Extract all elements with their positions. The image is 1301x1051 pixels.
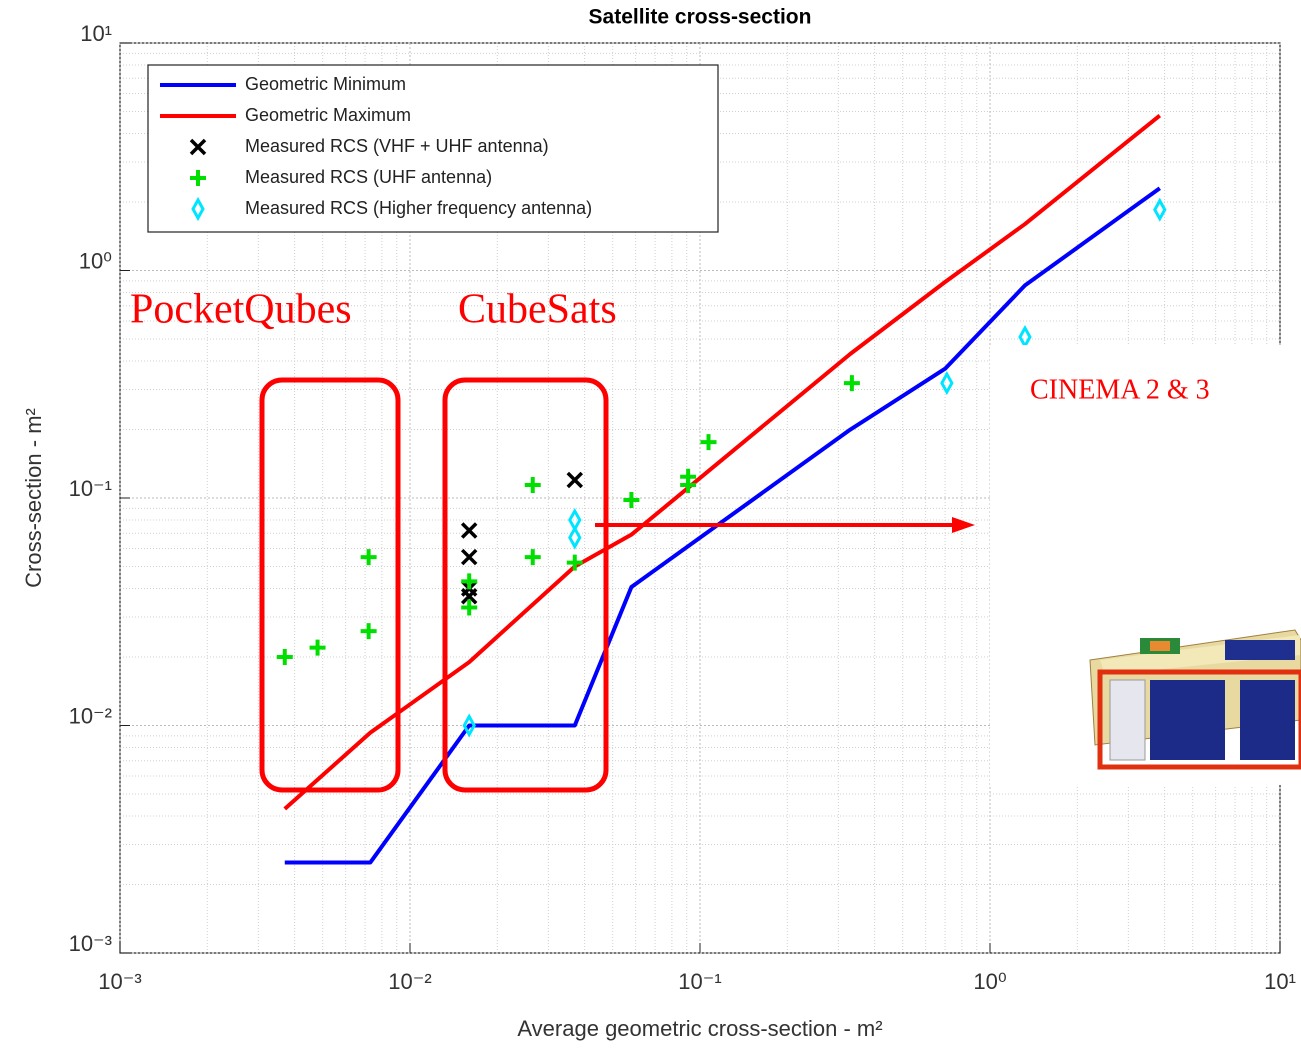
x-tick-label: 10⁻¹ — [678, 969, 721, 994]
x-axis-label: Average geometric cross-section - m² — [517, 1016, 882, 1041]
page: 10⁻³ 10⁻² 10⁻¹ 10⁰ 10¹ 10⁻³ 10⁻² 10⁻¹ 10⁰ 10¹ Sat… — [0, 0, 1301, 1051]
y-tick-label: 10⁻¹ — [69, 476, 112, 501]
annotation: CINEMA 2 & 3 — [1030, 374, 1210, 405]
annotation: PocketQubes — [130, 287, 352, 333]
chart: 10⁻³ 10⁻² 10⁻¹ 10⁰ 10¹ 10⁻³ 10⁻² 10⁻¹ 10⁰ 10¹ Sat… — [0, 0, 1301, 1051]
chart-title: Satellite cross-section — [589, 6, 812, 29]
legend-label: Geometric Minimum — [245, 74, 406, 94]
legend-label: Geometric Maximum — [245, 105, 411, 125]
legend-label: Measured RCS (Higher frequency antenna) — [245, 198, 592, 218]
y-tick-label: 10⁻³ — [69, 931, 112, 956]
sat-panel — [1225, 640, 1295, 660]
x-tick-label: 10⁻² — [388, 969, 431, 994]
sat-panel — [1240, 680, 1295, 760]
sat-panel — [1150, 680, 1225, 760]
y-tick-label: 10⁻² — [69, 703, 112, 728]
y-axis-label: Cross-section - m² — [21, 408, 46, 588]
legend-label: Measured RCS (UHF antenna) — [245, 167, 492, 187]
y-tick-label: 10⁰ — [79, 248, 112, 273]
sat-patch — [1150, 641, 1170, 651]
x-tick-label: 10⁻³ — [98, 969, 141, 994]
x-tick-label: 10¹ — [1264, 969, 1296, 994]
y-tick-label: 10¹ — [80, 21, 112, 46]
annotation: CubeSats — [458, 287, 617, 333]
legend-label: Measured RCS (VHF + UHF antenna) — [245, 136, 549, 156]
x-tick-label: 10⁰ — [973, 969, 1006, 994]
sat-side — [1110, 680, 1145, 760]
legend: Geometric Minimum Geometric Maximum Measur… — [148, 65, 718, 232]
